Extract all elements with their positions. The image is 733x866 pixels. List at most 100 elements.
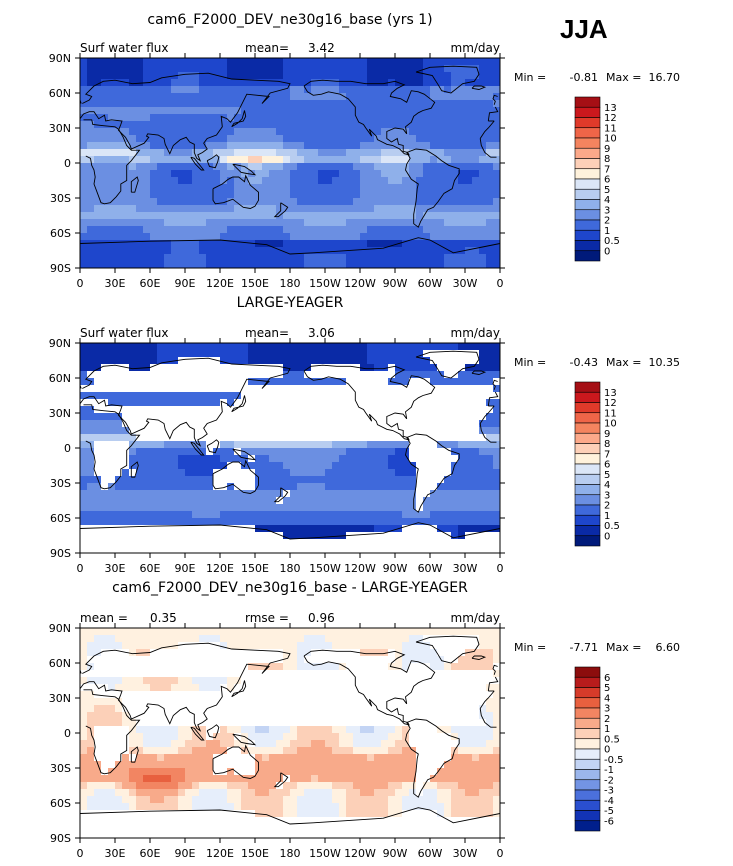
stat-value: 3.06 <box>308 326 335 340</box>
variable-label: Surf water flux <box>80 41 168 55</box>
colorbar-swatch <box>574 412 601 424</box>
lon-tick-label: 60W <box>418 277 443 290</box>
colorbar-swatch <box>574 127 601 139</box>
colorbar-swatch <box>574 738 601 750</box>
colorbar-swatch <box>574 535 601 547</box>
colorbar-swatch <box>574 494 601 506</box>
colorbar-swatch <box>574 810 601 822</box>
lon-tick-label: 120W <box>344 562 376 575</box>
lat-tick-label: 30S <box>50 762 71 775</box>
lat-tick-label: 90S <box>50 832 71 845</box>
colorbar-swatch <box>574 717 601 729</box>
colorbar-swatch <box>574 240 601 252</box>
lat-tick-label: 30S <box>50 192 71 205</box>
colorbar-swatch <box>574 789 601 801</box>
lon-tick-label: 120E <box>206 277 234 290</box>
colorbar-swatch <box>574 748 601 760</box>
lon-tick-label: 60E <box>140 847 161 860</box>
colorbar-label: 3 <box>604 704 610 715</box>
lon-tick-label: 30E <box>105 277 126 290</box>
colorbar-swatch <box>574 758 601 770</box>
lon-tick-label: 60E <box>140 277 161 290</box>
colorbar-label: 7 <box>604 164 610 175</box>
colorbar-label: -1 <box>604 765 614 776</box>
lon-tick-label: 150W <box>309 277 341 290</box>
lon-tick-label: 180 <box>280 562 301 575</box>
colorbar-label: 1 <box>604 724 610 735</box>
stat-label: mean= <box>245 326 289 340</box>
colorbar-label: 6 <box>604 673 610 684</box>
colorbar-label: 5 <box>604 470 610 481</box>
colorbar-label: -2 <box>604 775 614 786</box>
colorbar-swatch <box>574 178 601 190</box>
units-label: mm/day <box>451 611 501 625</box>
lon-tick-label: 90W <box>383 277 408 290</box>
min-label: Min = <box>514 356 546 369</box>
lat-tick-label: 60S <box>50 512 71 525</box>
lat-tick-label: 30N <box>49 122 71 135</box>
lon-tick-label: 60W <box>418 847 443 860</box>
stat-label: mean= <box>245 41 289 55</box>
colorbar-swatch <box>574 707 601 719</box>
panel-2: LARGE-YEAGER Surf water flux mean= 3.06 mm/d… <box>49 295 680 575</box>
colorbar-swatch <box>574 188 601 200</box>
lon-tick-label: 120E <box>206 847 234 860</box>
lon-tick-label: 150W <box>309 562 341 575</box>
colorbar-swatch <box>574 391 601 403</box>
lon-tick-label: 150E <box>241 277 269 290</box>
colorbar-swatch <box>574 209 601 221</box>
lat-tick-label: 30N <box>49 407 71 420</box>
units-label: mm/day <box>451 41 501 55</box>
stat-label: rmse = <box>245 611 289 625</box>
colorbar-swatch <box>574 402 601 414</box>
colorbar-swatch <box>574 96 601 108</box>
colorbar-label: 1 <box>604 226 610 237</box>
panel-1: cam6_F2000_DEV_ne30g16_base (yrs 1) Surf … <box>49 12 680 290</box>
panel-title: LARGE-YEAGER <box>237 295 344 311</box>
lat-tick-label: 30N <box>49 692 71 705</box>
colorbar-swatch <box>574 484 601 496</box>
min-value: -7.71 <box>570 641 598 654</box>
colorbar-swatch <box>574 117 601 129</box>
lon-tick-label: 60E <box>140 562 161 575</box>
colorbar-swatch <box>574 697 601 709</box>
colorbar-swatch <box>574 799 601 811</box>
colorbar-swatch <box>574 106 601 118</box>
lat-tick-label: 0 <box>64 727 71 740</box>
lon-tick-label: 0 <box>497 847 504 860</box>
lon-tick-label: 120W <box>344 847 376 860</box>
panel-3: cam6_F2000_DEV_ne30g16_base - LARGE-YEAG… <box>49 580 680 860</box>
min-value: -0.81 <box>570 71 598 84</box>
lat-tick-label: 90N <box>49 622 71 635</box>
colorbar-label: 4 <box>604 195 610 206</box>
colorbar-label: 7 <box>604 449 610 460</box>
colorbar-swatch <box>574 381 601 393</box>
lon-tick-label: 150W <box>309 847 341 860</box>
colorbar-label: 0.5 <box>604 734 620 745</box>
min-label: Min = <box>514 71 546 84</box>
max-label: Max = <box>606 641 641 654</box>
colorbar-label: 0 <box>604 531 610 542</box>
max-value: 16.70 <box>649 71 681 84</box>
colorbar-label: 5 <box>604 185 610 196</box>
lat-tick-label: 30S <box>50 477 71 490</box>
colorbar-swatch <box>574 168 601 180</box>
lat-tick-label: 0 <box>64 442 71 455</box>
colorbar-label: 4 <box>604 693 610 704</box>
lat-tick-label: 60N <box>49 657 71 670</box>
stat-value: 3.42 <box>308 41 335 55</box>
colorbar-label: 13 <box>604 103 617 114</box>
colorbar-label: 10 <box>604 134 617 145</box>
min-value: -0.43 <box>570 356 598 369</box>
lat-tick-label: 60N <box>49 372 71 385</box>
stat-value: 0.96 <box>308 611 335 625</box>
lon-tick-label: 30W <box>453 562 478 575</box>
min-label: Min = <box>514 641 546 654</box>
colorbar-swatch <box>574 199 601 211</box>
map-field <box>80 343 500 553</box>
colorbar-swatch <box>574 463 601 475</box>
colorbar-swatch <box>574 769 601 781</box>
colorbar-label: 2 <box>604 501 610 512</box>
colorbar-swatch <box>574 473 601 485</box>
